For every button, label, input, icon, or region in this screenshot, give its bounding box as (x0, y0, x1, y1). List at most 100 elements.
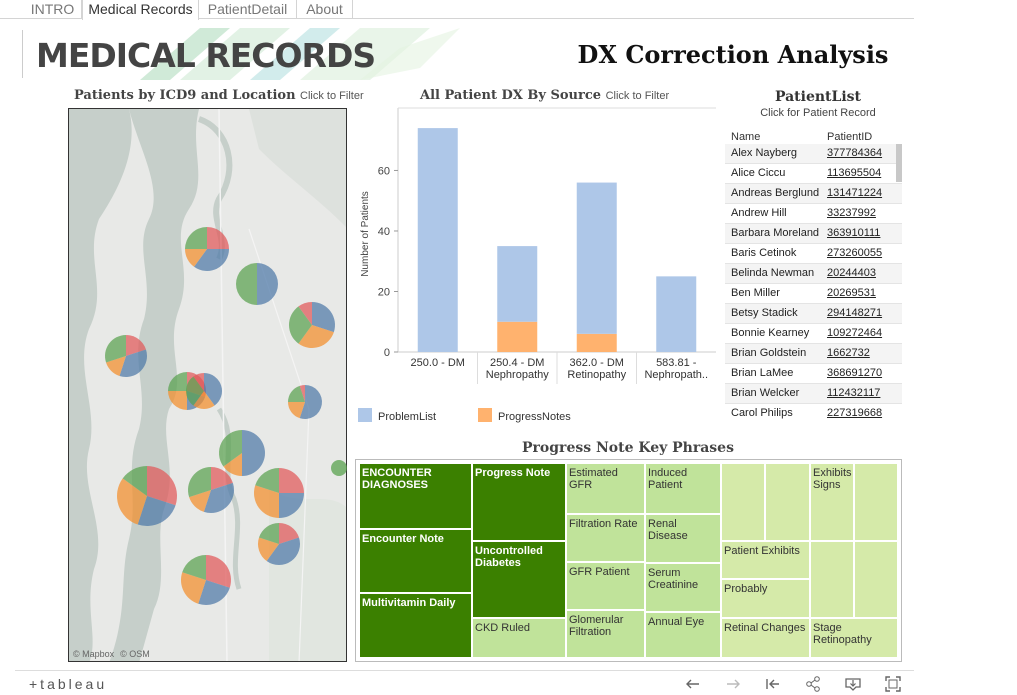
patient-id-link[interactable]: 1662732 (827, 347, 870, 359)
legend-label-problemlist[interactable]: ProblemList (378, 411, 436, 423)
undo-icon[interactable] (684, 675, 702, 693)
pie-slice[interactable] (188, 467, 211, 498)
location-pie-marker[interactable] (185, 373, 223, 409)
location-pie-marker[interactable] (254, 468, 304, 518)
tab-patient-detail[interactable]: PatientDetail (199, 0, 297, 19)
treemap-cell-unlabeled-5[interactable] (854, 541, 898, 618)
pie-slice[interactable] (298, 325, 334, 348)
column-header-patient-id[interactable]: PatientID (827, 131, 873, 143)
patient-row[interactable]: Barbara Moreland 363910111 (725, 224, 902, 244)
patient-id-link[interactable]: 377784364 (827, 147, 883, 159)
patient-row[interactable]: Alice Ciccu 113695504 (725, 164, 902, 184)
location-pie-marker[interactable] (258, 523, 300, 565)
pie-slice[interactable] (312, 302, 335, 333)
treemap-cell-probably[interactable]: Probably (721, 579, 810, 618)
patient-id-link[interactable]: 20244403 (827, 267, 876, 279)
bar-problemlist[interactable] (497, 246, 538, 322)
treemap-cell-uncontrolled-diabetes[interactable]: Uncontrolled Diabetes (472, 541, 566, 618)
legend-swatch-problemlist[interactable] (358, 408, 372, 422)
pie-slice[interactable] (185, 376, 204, 406)
pie-slice[interactable] (257, 263, 278, 305)
location-pie-marker[interactable] (218, 430, 265, 476)
treemap-cell-serum-creatinine[interactable]: Serum Creatinine (645, 563, 721, 612)
treemap-cell-unlabeled-2[interactable] (765, 463, 810, 541)
location-pie-marker[interactable] (116, 466, 177, 526)
treemap-cell-glomerular-filtration[interactable]: Glomerular Filtration (566, 610, 645, 658)
pie-slice[interactable] (207, 227, 229, 249)
patient-row[interactable]: Brian Welcker 112432117 (725, 384, 902, 404)
pie-slice[interactable] (255, 468, 279, 493)
map-pie-markers[interactable] (69, 109, 347, 662)
treemap-cell-estimated-gfr[interactable]: Estimated GFR (566, 463, 645, 514)
tab-intro[interactable]: INTRO (24, 0, 82, 19)
treemap-cell-ckd-ruled[interactable]: CKD Ruled (472, 618, 566, 658)
mapbox-credit[interactable]: © Mapbox (73, 649, 115, 659)
location-pie-marker[interactable] (188, 467, 234, 513)
bar-problemlist[interactable] (417, 128, 458, 352)
pie-slice[interactable] (299, 385, 305, 402)
treemap-cell-unlabeled-4[interactable] (810, 541, 854, 618)
pie-slice[interactable] (242, 430, 265, 476)
pie-slice[interactable] (181, 572, 206, 604)
patient-id-link[interactable]: 112432117 (827, 387, 881, 399)
pie-slice[interactable] (254, 485, 279, 518)
column-header-name[interactable]: Name (731, 131, 761, 143)
bar-progressnotes[interactable] (576, 333, 617, 352)
key-phrases-treemap[interactable]: ENCOUNTER DIAGNOSES Encounter Note Multi… (355, 459, 902, 662)
pie-slice[interactable] (288, 385, 305, 402)
treemap-cell-filtration-rate[interactable]: Filtration Rate (566, 514, 645, 562)
pie-slice[interactable] (204, 373, 223, 406)
bar-progressnotes[interactable] (497, 321, 538, 352)
location-map[interactable]: © Mapbox © OSM (68, 108, 347, 662)
treemap-cell-gfr-patient[interactable]: GFR Patient (566, 562, 645, 610)
patient-id-link[interactable]: 20269531 (827, 287, 876, 299)
pie-slice[interactable] (258, 537, 279, 561)
pie-slice[interactable] (119, 349, 147, 378)
treemap-cell-renal-disease[interactable]: Renal Disease (645, 514, 721, 563)
patient-row[interactable]: Andrew Hill 33237992 (725, 204, 902, 224)
patient-row[interactable]: Carol Philips 227319668 (725, 404, 902, 422)
patient-id-link[interactable]: 131471224 (827, 187, 883, 199)
pie-slice[interactable] (298, 302, 312, 325)
patient-row[interactable]: Ben Miller 20269531 (725, 284, 902, 304)
patient-row[interactable]: Bonnie Kearney 109272464 (725, 324, 902, 344)
treemap-cell-encounter-diagnoses[interactable]: ENCOUNTER DIAGNOSES (359, 463, 472, 529)
patient-id-link[interactable]: 227319668 (827, 407, 883, 419)
pie-slice[interactable] (185, 227, 207, 249)
location-pie-marker[interactable] (288, 385, 322, 419)
pie-slice[interactable] (189, 490, 211, 512)
treemap-cell-patient-exhibits[interactable]: Patient Exhibits (721, 541, 810, 579)
pie-slice[interactable] (106, 356, 126, 376)
pie-slice[interactable] (126, 335, 146, 356)
patient-id-link[interactable]: 363910111 (827, 227, 881, 239)
treemap-cell-retinal-changes[interactable]: Retinal Changes (721, 618, 810, 658)
location-pie-marker[interactable] (181, 555, 231, 605)
pie-slice[interactable] (279, 468, 304, 493)
patient-id-link[interactable]: 109272464 (827, 327, 883, 339)
treemap-cell-exhibits-signs[interactable]: Exhibits Signs (810, 463, 854, 541)
patient-row[interactable]: Alex Nayberg 377784364 (725, 144, 902, 164)
pie-slice[interactable] (203, 482, 234, 513)
pie-slice[interactable] (266, 537, 300, 565)
pie-slice[interactable] (147, 466, 177, 506)
treemap-cell-encounter-note[interactable]: Encounter Note (359, 529, 472, 593)
pie-slice[interactable] (182, 555, 206, 580)
location-pie-marker[interactable] (236, 263, 278, 305)
pie-slice[interactable] (185, 249, 207, 267)
patient-id-link[interactable]: 273260055 (827, 247, 883, 259)
patient-list[interactable]: Alex Nayberg 377784364 Alice Ciccu 11369550… (725, 144, 902, 422)
treemap-cell-multivitamin-daily[interactable]: Multivitamin Daily (359, 593, 472, 658)
location-pie-marker[interactable] (105, 335, 147, 378)
pie-slice[interactable] (259, 523, 279, 544)
pie-slice[interactable] (211, 467, 233, 490)
treemap-cell-annual-eye[interactable]: Annual Eye (645, 612, 721, 658)
patient-row[interactable]: Brian LaMee 368691270 (725, 364, 902, 384)
bar-problemlist[interactable] (576, 182, 617, 334)
pie-slice[interactable] (137, 496, 176, 526)
patient-row[interactable]: Brian Goldstein 1662732 (725, 344, 902, 364)
pie-slice[interactable] (218, 430, 242, 467)
tab-medical-records[interactable]: Medical Records (82, 0, 199, 20)
pie-slice[interactable] (194, 249, 229, 271)
bar-problemlist[interactable] (656, 276, 697, 352)
pie-slice[interactable] (122, 466, 147, 496)
